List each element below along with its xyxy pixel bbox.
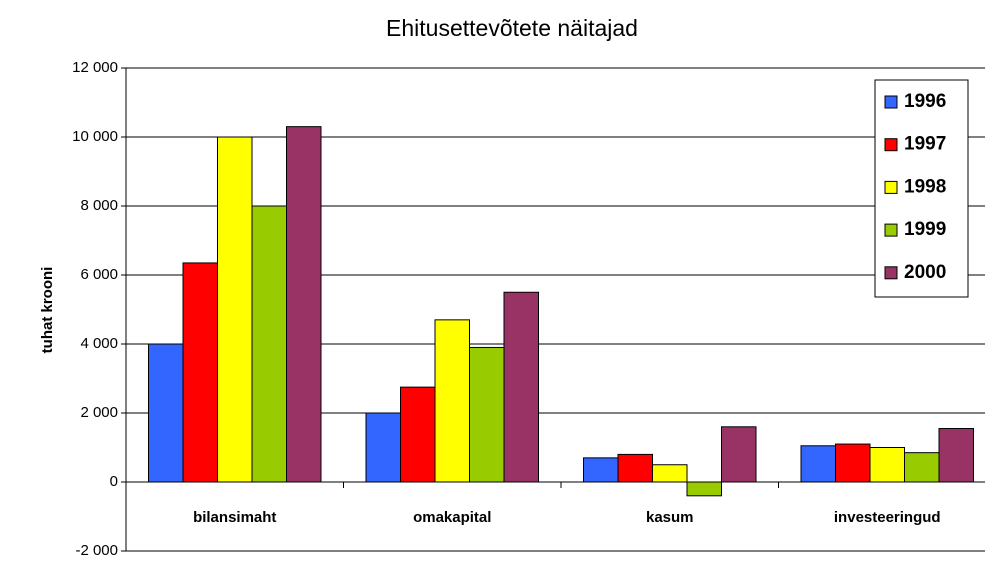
x-tick-label: kasum (646, 509, 694, 526)
bar (365, 412, 401, 483)
x-tick-label: omakapital (413, 509, 491, 526)
y-tick-label: 0 (110, 473, 118, 490)
legend-label: 1997 (904, 134, 946, 155)
bar (721, 426, 757, 483)
bar (182, 262, 218, 483)
legend-swatch (884, 223, 898, 237)
chart-title: Ehitusettevõtete näitajad (386, 15, 638, 41)
legend-swatch (884, 266, 898, 280)
legend-label: 2000 (904, 262, 946, 283)
legend-label: 1999 (904, 219, 946, 240)
bar (686, 481, 722, 497)
y-tick-label: 6 000 (80, 266, 118, 283)
y-tick-label: 2 000 (80, 404, 118, 421)
x-tick-label: investeeringud (834, 509, 941, 526)
bar (286, 126, 322, 483)
y-tick-label: 12 000 (72, 59, 118, 76)
y-tick-label: -2 000 (75, 542, 118, 559)
bar (800, 445, 836, 483)
y-tick-label: 10 000 (72, 128, 118, 145)
bar (869, 447, 905, 483)
bar (469, 346, 505, 483)
bar (652, 464, 688, 483)
x-tick-label: bilansimaht (193, 509, 276, 526)
bar (400, 386, 436, 483)
bar (148, 343, 184, 483)
bar (904, 452, 940, 483)
y-axis-label: tuhat krooni (39, 267, 56, 354)
bar (251, 205, 287, 483)
bar (217, 136, 253, 483)
bar (835, 443, 871, 483)
legend-label: 1998 (904, 176, 946, 197)
bar (938, 428, 974, 483)
legend-label: 1996 (904, 91, 946, 112)
y-tick-label: 8 000 (80, 197, 118, 214)
bar (503, 291, 539, 483)
legend-swatch (884, 95, 898, 109)
bar (583, 457, 619, 483)
bar (617, 453, 653, 483)
legend-swatch (884, 138, 898, 152)
y-tick-label: 4 000 (80, 335, 118, 352)
legend-swatch (884, 180, 898, 194)
bar (434, 319, 470, 483)
